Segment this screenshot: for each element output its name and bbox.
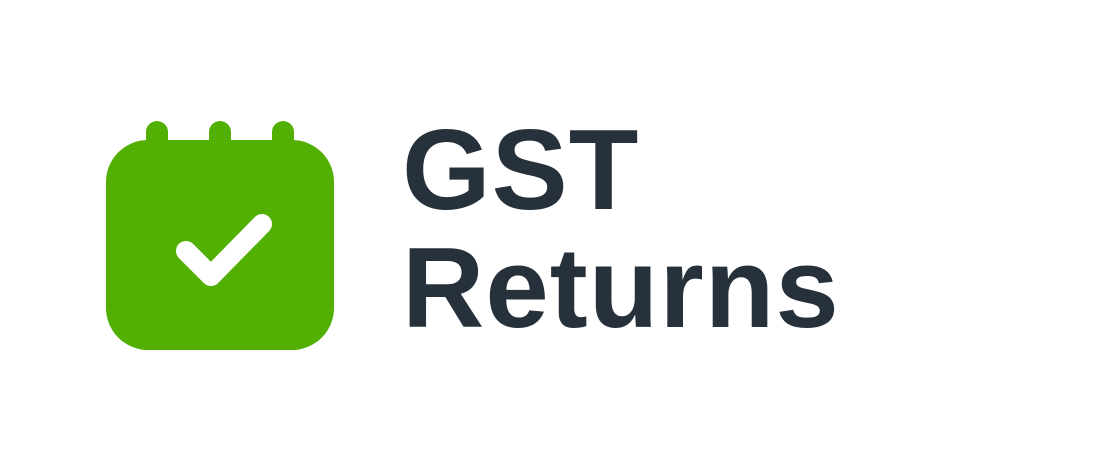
logo-title: GST Returns [402,112,840,348]
calendar-check-icon [104,120,336,352]
logo-title-line2: Returns [402,225,840,352]
logo-title-line1: GST [402,107,640,234]
